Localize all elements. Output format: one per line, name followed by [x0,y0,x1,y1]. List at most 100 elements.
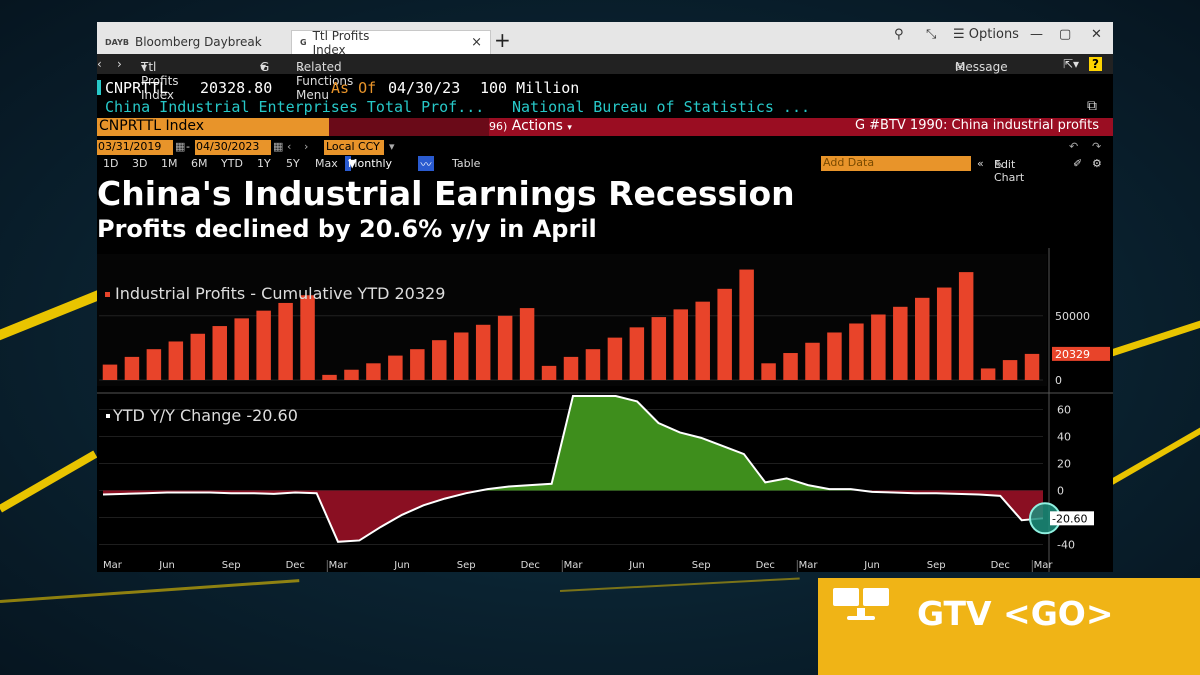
profit-bar [410,349,425,380]
profit-bar [388,355,403,380]
index-field[interactable]: CNPRTTL Index [97,118,329,136]
undo-icon[interactable]: ↶ [1069,140,1079,153]
actions-number: 96) [489,120,508,133]
search-icon[interactable]: ⚲ [894,27,904,42]
period-5y[interactable]: 5Y [286,157,300,170]
back-arrow-icon[interactable]: ‹ [97,57,102,71]
period-ytd[interactable]: YTD [221,157,243,170]
profit-bar [300,295,315,380]
security-source: National Bureau of Statistics ... [512,98,811,116]
x-tick-label: Mar [329,560,349,571]
period-1y[interactable]: 1Y [257,157,271,170]
period-3d[interactable]: 3D [132,157,148,170]
profit-bar [673,309,689,380]
resize-icon[interactable]: ⤡ [926,27,937,42]
headline: China's Industrial Earnings Recession [97,174,795,213]
ticker-row: CNPRTTL 20328.80 As Of 04/30/23 100 Mill… [97,78,1113,98]
profit-bar [607,337,623,380]
security-menu-label: Ttl Profits Index [141,60,179,102]
tab-code: G [300,38,307,47]
x-tick-label: Mar [103,560,123,571]
period-max[interactable]: Max [315,157,338,170]
new-tab-button[interactable]: + [494,28,511,52]
calendar-icon[interactable]: ▦ [175,140,186,153]
gtv-label: GTV <GO> [917,594,1114,633]
frequency-select[interactable]: Monthly ▼ [345,156,392,171]
profit-bar [585,349,601,380]
profit-bar [475,324,491,380]
popout-icon[interactable]: ⧉ [1087,98,1097,114]
end-date-input[interactable]: 04/30/2023 [195,140,271,155]
range-separator: - [186,140,190,153]
frequency-label: Monthly [348,157,393,170]
currency-chevron-icon[interactable]: ▾ [389,140,395,153]
annotate-icon[interactable]: ✐ [1073,157,1083,170]
x-tick-label: Dec [756,560,775,571]
x-tick-label: Jun [863,560,880,571]
profit-bar [849,323,864,380]
profit-bar [497,315,513,380]
chevron-down-icon: ▾ [141,60,148,74]
profit-bar [629,327,645,380]
profit-bar [827,332,842,380]
x-tick-label: Jun [393,560,410,571]
collapse-icon[interactable]: « [977,157,984,170]
profit-bar [212,326,227,380]
period-1d[interactable]: 1D [103,157,119,170]
security-description-row: China Industrial Enterprises Total Prof.… [97,97,1113,117]
chevron-down-icon: ⌄ [296,60,307,74]
index-dropdown[interactable] [329,118,489,136]
profit-bar [344,369,359,380]
tab-profits-index[interactable]: G Ttl Profits Index × [291,28,491,57]
profit-bar [519,308,535,380]
tab-label: Bloomberg Daybreak [134,35,262,49]
tab-code: DAYB [105,37,129,47]
table-button[interactable]: Table [452,157,481,170]
period-1m[interactable]: 1M [161,157,178,170]
profit-bar [563,356,579,380]
profit-bar [761,363,776,380]
x-tick-label: Jun [158,560,175,571]
currency-select[interactable]: Local CCY [324,140,384,155]
add-data-input[interactable]: Add Data [821,156,971,171]
top-y-tick-label: 0 [1055,374,1062,387]
ticker-unit: 100 Million [480,79,580,97]
related-functions-label: Related Functions Menu [296,60,354,102]
help-button[interactable]: ? [1089,57,1102,71]
period-6m[interactable]: 6M [191,157,208,170]
forward-arrow-icon[interactable]: › [117,57,122,71]
tab-close-icon[interactable]: × [471,35,482,50]
calendar-icon[interactable]: ▦ [273,140,284,153]
prev-period-button[interactable]: ‹ [287,140,292,153]
x-tick-label: Sep [222,560,241,571]
yoy-positive-area [103,396,1043,491]
profit-bar [717,288,732,380]
start-date-input[interactable]: 03/31/2019 [97,140,173,155]
next-period-button[interactable]: › [304,140,309,153]
profit-bar [651,317,667,380]
close-button[interactable]: ✕ [1091,27,1102,42]
profit-bar [871,314,886,380]
tab-daybreak[interactable]: DAYB Bloomberg Daybreak [97,30,289,54]
export-icon[interactable]: ⇱▾ [1063,57,1080,71]
actions-menu[interactable]: 96) Actions ▾ [489,118,577,136]
line-chart-icon[interactable]: 〰 [418,156,434,171]
options-button[interactable]: ☰ Options [953,27,1019,42]
minimize-button[interactable]: — [1030,27,1043,42]
gear-icon[interactable]: ⚙ [1092,157,1102,170]
yoy-line [102,395,1044,543]
x-tick-label: Mar [1034,560,1054,571]
maximize-button[interactable]: ▢ [1059,27,1072,42]
x-tick-label: Sep [927,560,946,571]
profit-bar [234,318,249,380]
edit-icon: ✎ [994,158,1004,171]
top-y-tick-label: 50000 [1055,310,1090,323]
redo-icon[interactable]: ↷ [1092,140,1102,153]
chevron-down-icon: ▾ [567,123,572,133]
tab-label: Ttl Profits Index [312,28,370,57]
profit-bar [805,342,820,380]
subheadline: Profits declined by 20.6% y/y in April [97,215,597,243]
bottom-last-value-badge [1050,511,1094,526]
x-tick-label: Dec [991,560,1010,571]
profit-bar [322,374,337,380]
